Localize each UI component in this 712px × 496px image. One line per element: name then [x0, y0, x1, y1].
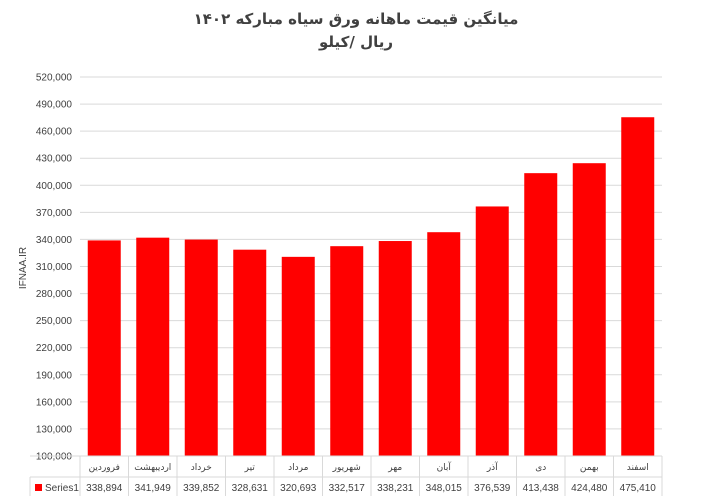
y-tick-label: 160,000 [36, 397, 73, 408]
bar [233, 249, 267, 456]
bar [572, 163, 606, 456]
y-axis-label: IFNAA.IR [18, 247, 29, 289]
y-tick-label: 460,000 [36, 127, 73, 138]
data-label: 348,015 [426, 483, 463, 494]
data-label: 320,693 [280, 483, 317, 494]
data-label: 339,852 [183, 483, 220, 494]
bar [621, 117, 655, 456]
data-label: 475,410 [620, 483, 657, 494]
y-tick-label: 220,000 [36, 343, 73, 354]
chart-title: میانگین قیمت ماهانه ورق سیاه مبارکه ۱۴۰۲ [194, 10, 519, 28]
data-label: 332,517 [329, 483, 366, 494]
chart-subtitle: ریال /کیلو [318, 33, 393, 51]
x-tick-label: اسفند [627, 463, 649, 473]
x-tick-label: مهر [387, 463, 402, 473]
data-label: 413,438 [523, 483, 560, 494]
y-tick-label: 430,000 [36, 154, 73, 165]
x-tick-label: تیر [244, 463, 256, 473]
x-tick-label: شهریور [332, 463, 361, 473]
y-tick-label: 490,000 [36, 100, 73, 111]
bar [87, 240, 121, 456]
legend-swatch [35, 484, 42, 491]
bar [378, 241, 412, 456]
y-tick-label: 280,000 [36, 289, 73, 300]
y-tick-label: 130,000 [36, 424, 73, 435]
x-tick-label: مرداد [288, 463, 308, 473]
x-tick-label: خرداد [191, 463, 212, 473]
x-tick-label: دی [535, 463, 546, 473]
x-tick-label: فروردین [89, 463, 120, 473]
y-tick-label: 520,000 [36, 73, 73, 84]
legend-label: Series1 [45, 483, 79, 494]
bar [427, 232, 461, 456]
y-tick-label: 340,000 [36, 235, 73, 246]
bar [475, 206, 509, 456]
y-tick-label: 190,000 [36, 370, 73, 381]
x-tick-label: آذر [486, 461, 498, 473]
data-label: 376,539 [474, 483, 511, 494]
bar [184, 239, 218, 456]
y-tick-label: 250,000 [36, 316, 73, 327]
data-label: 328,631 [232, 483, 269, 494]
bar [330, 246, 364, 456]
gridlines [80, 76, 662, 457]
y-tick-label: 100,000 [36, 452, 73, 463]
y-tick-label: 310,000 [36, 262, 73, 273]
x-tick-label: آبان [437, 461, 452, 473]
data-label: 338,231 [377, 483, 414, 494]
bar [524, 173, 558, 456]
y-tick-labels: 100,000 130,000 160,000 190,000 220,000 250,0… [36, 73, 73, 463]
data-table: فروردین 338,894 اردیبهشت 341,949 خرداد 339,85… [29, 455, 663, 496]
y-tick-label: 400,000 [36, 181, 73, 192]
bar [136, 237, 170, 456]
x-tick-label: بهمن [580, 463, 599, 473]
data-label: 424,480 [571, 483, 608, 494]
x-tick-label: اردیبهشت [134, 463, 171, 473]
bar [281, 256, 315, 456]
bars [87, 117, 655, 456]
y-tick-label: 370,000 [36, 208, 73, 219]
data-label: 341,949 [135, 483, 172, 494]
data-label: 338,894 [86, 483, 123, 494]
